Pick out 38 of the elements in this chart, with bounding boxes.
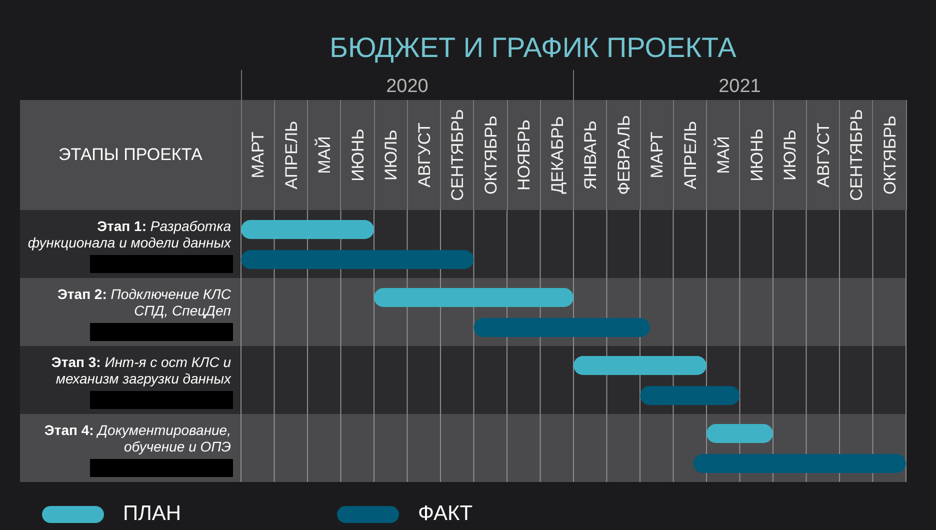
- y-axis-title: ЭТАПЫ ПРОЕКТА: [58, 144, 204, 166]
- bar: [706, 424, 773, 443]
- bar: [693, 454, 906, 473]
- x-tick-label: 2021: [718, 76, 761, 97]
- text: МАРТ: [648, 132, 667, 178]
- text: СЕНТЯБРЬ: [448, 109, 468, 201]
- text: НОЯБРЬ: [514, 119, 534, 191]
- text: СЕНТЯБРЬ: [847, 109, 866, 201]
- bar: [241, 250, 474, 269]
- text: ИЮНЬ: [747, 128, 766, 182]
- y-tick-label: Этап 3: Инт-я с ост КЛС и механизм загрузки данных: [51, 354, 232, 386]
- text: ИЮНЬ: [348, 128, 368, 182]
- bar: [241, 220, 374, 239]
- legend-label: ПЛАН: [123, 502, 182, 526]
- y-tick-label: Этап 1: Разработка функционала и модели данных: [28, 218, 232, 250]
- text: ИЮЛЬ: [382, 130, 401, 180]
- text: МАЙ: [314, 136, 334, 174]
- text: АВГУСТ: [814, 122, 833, 188]
- y-tick-label: Этап 4: Документирование, обучение и ОПЭ: [44, 422, 232, 454]
- x-tick-label: 2020: [386, 76, 428, 97]
- text: ОКТЯБРЬ: [880, 115, 900, 195]
- chart-title: БЮДЖЕТ И ГРАФИК ПРОЕКТА: [328, 31, 738, 65]
- bar: [640, 386, 740, 405]
- text: ОКТЯБРЬ: [481, 115, 500, 195]
- text: МАРТ: [248, 132, 268, 178]
- text: МАЙ: [713, 136, 734, 174]
- text: ДЕКАБРЬ: [548, 116, 567, 194]
- text: АПРЕЛЬ: [680, 120, 700, 190]
- text: АВГУСТ: [414, 122, 434, 188]
- y-tick-label: Этап 2: Подключение КЛС СПД, СпецДеп: [57, 286, 232, 318]
- bar: [374, 288, 574, 307]
- text: ИЮЛЬ: [780, 130, 800, 180]
- text: АПРЕЛЬ: [282, 120, 301, 190]
- text: ФЕВРАЛЬ: [614, 115, 634, 195]
- bar: [574, 356, 706, 375]
- text: ЯНВАРЬ: [581, 120, 600, 190]
- bar: [474, 318, 650, 337]
- legend-label: ФАКТ: [418, 502, 473, 526]
